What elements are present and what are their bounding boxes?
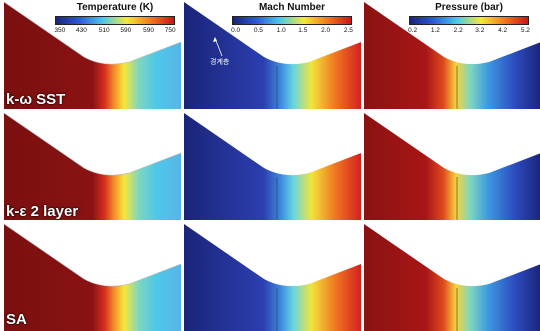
- row-label-k-omega-sst: k-ω SST: [6, 91, 66, 108]
- colorbar-tick: 1.0: [276, 27, 286, 34]
- colorbar-tick: 430: [75, 27, 87, 34]
- colorbar-tick: 0.5: [253, 27, 263, 34]
- mach-field: [184, 224, 361, 331]
- temperature-field: [4, 113, 181, 220]
- colorbar-ticks: 0.2 1.2 2.2 3.2 4.2 5.2: [408, 27, 530, 37]
- colorbar-mach: Mach Number 0.0 0.5 1.0 1.5 2.0 2.5: [231, 2, 353, 48]
- colorbar-title: Mach Number: [258, 2, 326, 13]
- panel-pressure-row3: [364, 224, 540, 331]
- colorbar-title: Pressure (bar): [435, 2, 503, 13]
- colorbar-tick: 1.5: [298, 27, 308, 34]
- row-label-sa: SA: [6, 311, 27, 328]
- colorbar-tick: 0.2: [408, 27, 418, 34]
- boundary-layer-arrow: [213, 37, 223, 57]
- colorbar-tick: 510: [98, 27, 110, 34]
- pressure-field: [364, 113, 540, 220]
- colorbar-ticks: 0.0 0.5 1.0 1.5 2.0 2.5: [231, 27, 353, 37]
- colorbar-tick: 1.2: [430, 27, 440, 34]
- colorbar-tick: 350: [54, 27, 66, 34]
- panel-pressure-row2: [364, 113, 540, 220]
- colorbar-tick: 2.0: [321, 27, 331, 34]
- boundary-layer-label: 경계층: [210, 59, 230, 66]
- colorbar-gradient: [55, 16, 175, 25]
- panel-temperature-row3: [4, 224, 181, 331]
- colorbar-tick: 2.5: [343, 27, 353, 34]
- panel-mach-row2: [184, 113, 361, 220]
- colorbar-tick: 2.2: [453, 27, 463, 34]
- colorbar-gradient: [409, 16, 529, 25]
- colorbar-tick: 4.2: [498, 27, 508, 34]
- panel-mach-row3: [184, 224, 361, 331]
- colorbar-tick: 0.0: [231, 27, 241, 34]
- colorbar-tick: 5.2: [520, 27, 530, 34]
- row-label-k-epsilon-2-layer: k-ε 2 layer: [6, 203, 79, 220]
- colorbar-tick: 750: [164, 27, 176, 34]
- colorbar-gradient: [232, 16, 352, 25]
- colorbar-tick: 590: [120, 27, 132, 34]
- colorbar-tick: 3.2: [475, 27, 485, 34]
- colorbar-pressure: Pressure (bar) 0.2 1.2 2.2 3.2 4.2 5.2: [408, 2, 530, 48]
- pressure-field: [364, 224, 540, 331]
- colorbar-tick: 590: [143, 27, 155, 34]
- panel-temperature-row2: [4, 113, 181, 220]
- colorbar-ticks: 350 430 510 590 590 750: [54, 27, 176, 37]
- mach-field: [184, 113, 361, 220]
- temperature-field: [4, 224, 181, 331]
- colorbar-title: Temperature (K): [76, 2, 154, 13]
- colorbar-temperature: Temperature (K) 350 430 510 590 590 750: [54, 2, 176, 48]
